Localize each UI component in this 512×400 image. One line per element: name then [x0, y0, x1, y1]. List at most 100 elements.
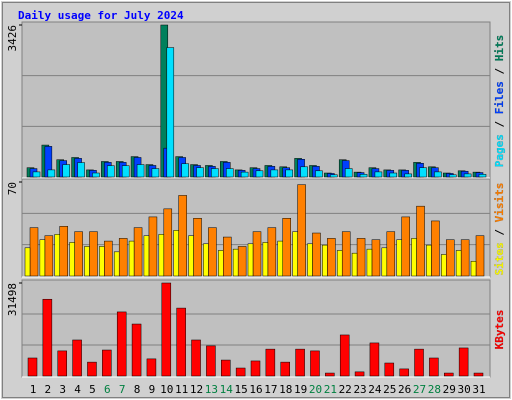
- bar: [223, 236, 232, 277]
- bar: [356, 238, 366, 277]
- bar: [441, 254, 447, 277]
- bar: [54, 234, 60, 277]
- bar: [426, 244, 432, 277]
- bar: [24, 247, 31, 277]
- x-tick-label: 22: [339, 383, 352, 396]
- bar: [57, 350, 67, 377]
- bar: [193, 218, 202, 277]
- bar: [62, 164, 70, 178]
- x-tick-label: 15: [235, 383, 248, 396]
- x-tick-label: 21: [324, 383, 337, 396]
- legend: KBytes: [493, 310, 506, 350]
- bar: [250, 360, 261, 377]
- bar: [218, 250, 224, 277]
- bar: [297, 184, 306, 277]
- bar: [176, 307, 186, 377]
- bar: [252, 231, 262, 277]
- y-max-label: 31498: [6, 283, 19, 316]
- bar: [221, 359, 231, 377]
- bar: [399, 368, 409, 377]
- bar: [158, 234, 165, 277]
- bar: [322, 244, 328, 277]
- x-tick-label: 13: [205, 383, 218, 396]
- bar: [386, 231, 396, 277]
- bar: [113, 251, 120, 277]
- bar: [277, 240, 283, 277]
- bar: [77, 162, 85, 178]
- bar: [374, 171, 383, 178]
- bar: [191, 339, 201, 377]
- bar: [371, 239, 381, 277]
- x-tick-label: 19: [294, 383, 307, 396]
- x-tick-label: 11: [175, 383, 188, 396]
- bar: [470, 260, 477, 277]
- bar: [206, 345, 216, 377]
- bar: [429, 357, 439, 377]
- bar: [178, 195, 187, 277]
- x-tick-label: 20: [309, 383, 322, 396]
- bar: [196, 167, 204, 178]
- bar: [188, 235, 194, 277]
- bar: [39, 239, 46, 277]
- legend-separator: /: [493, 222, 506, 242]
- bar: [444, 372, 454, 377]
- bar: [434, 171, 442, 178]
- bar: [325, 372, 335, 377]
- bar: [401, 216, 410, 277]
- bar: [255, 170, 264, 178]
- legend-entry: Hits: [493, 35, 506, 62]
- x-tick-label: 24: [368, 383, 382, 396]
- bar: [315, 170, 323, 178]
- bar: [27, 357, 38, 377]
- x-tick-label: 18: [279, 383, 292, 396]
- bar: [478, 174, 487, 178]
- x-tick-label: 10: [160, 383, 173, 396]
- x-tick-label: 3: [59, 383, 66, 396]
- legend-entry: Visits: [493, 183, 506, 223]
- bar: [369, 342, 380, 377]
- x-tick-label: 7: [119, 383, 126, 396]
- bar: [455, 250, 462, 277]
- bar: [107, 165, 115, 178]
- bar: [270, 169, 279, 178]
- bar: [414, 348, 424, 377]
- bar: [151, 168, 160, 178]
- bar: [381, 247, 388, 277]
- y-max-label: 3426: [6, 25, 19, 52]
- bar: [133, 227, 143, 277]
- bar: [42, 298, 53, 377]
- bar: [300, 166, 308, 178]
- bar: [419, 167, 427, 178]
- bar: [69, 242, 75, 277]
- legend-separator: /: [493, 114, 506, 134]
- x-tick-label: 29: [443, 383, 456, 396]
- bar: [384, 362, 395, 377]
- bar: [161, 282, 172, 377]
- x-tick-label: 30: [458, 383, 471, 396]
- legend-separator: /: [493, 61, 506, 81]
- bar: [173, 230, 179, 277]
- bar: [104, 240, 113, 277]
- x-tick-label: 1: [30, 383, 37, 396]
- bar: [146, 358, 157, 377]
- x-tick-label: 23: [353, 383, 366, 396]
- bar: [226, 168, 234, 178]
- x-tick-label: 12: [190, 383, 203, 396]
- bar: [282, 218, 291, 277]
- bar: [121, 165, 130, 178]
- bar: [285, 169, 293, 178]
- plot-area: [21, 21, 491, 179]
- y-max-label: 70: [6, 182, 19, 195]
- bar: [396, 239, 402, 277]
- bar: [416, 205, 425, 277]
- x-tick-label: 25: [383, 383, 396, 396]
- legend: Sites / Visits: [493, 183, 506, 276]
- bar: [411, 238, 417, 277]
- legend: Pages / Files / Hits: [493, 35, 506, 168]
- bar: [247, 243, 254, 277]
- x-tick-label: 8: [134, 383, 141, 396]
- bar: [458, 347, 469, 377]
- bar: [449, 174, 457, 178]
- bar: [344, 168, 353, 178]
